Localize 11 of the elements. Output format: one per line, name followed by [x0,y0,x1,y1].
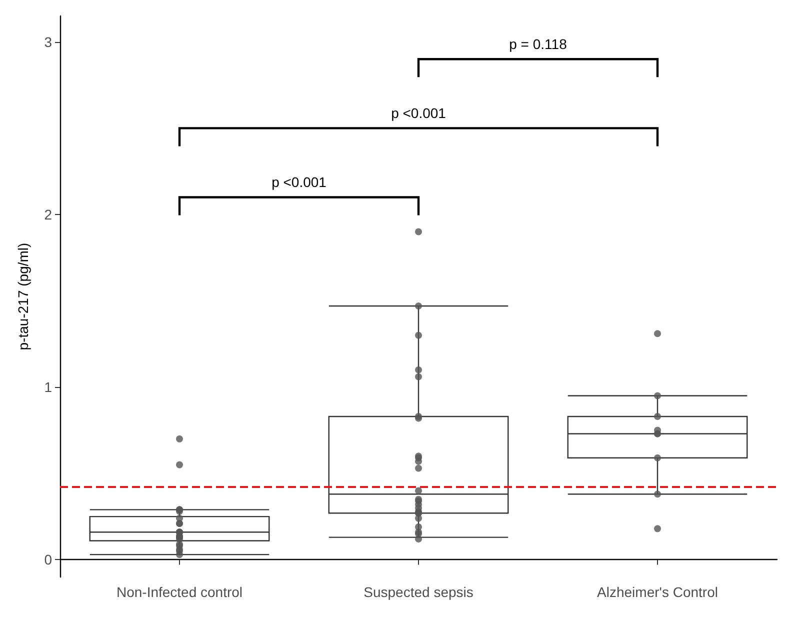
annotation: p = 0.118 [509,36,568,52]
annotation: p <0.001 [391,105,446,122]
x-tick-label: Non-Infected control [116,584,243,600]
y-axis-title: p-tau-217 (pg/ml) [15,242,31,350]
y-tick-label: 3 [44,34,52,50]
x-tick-label: Suspected sepsis [364,584,474,600]
y-tick-label: 2 [44,206,52,223]
x-tick-label: Alzheimer's Control [597,584,718,600]
y-tick-label: 1 [44,379,52,396]
y-tick-label: 0 [44,552,52,568]
annotation: p <0.001 [272,174,327,190]
